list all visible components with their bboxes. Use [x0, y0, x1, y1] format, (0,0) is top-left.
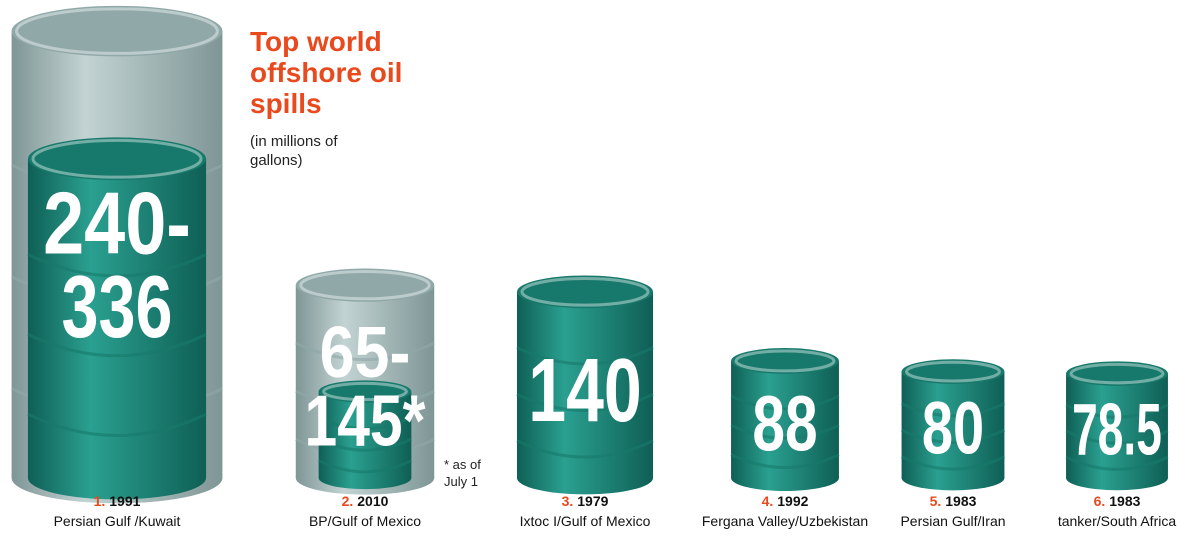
barrel-hoop [317, 459, 413, 474]
barrel-bottom [318, 466, 412, 490]
barrel-top [901, 359, 1005, 384]
barrel-hoop [900, 428, 1006, 444]
category-label: 1. 1991 [94, 493, 141, 509]
barrel-rim [734, 349, 836, 373]
barrel-bottom [901, 465, 1005, 491]
barrel-bottom [27, 456, 207, 500]
barrel-bottom [516, 461, 654, 495]
barrel-top [27, 137, 207, 181]
barrel-hoop [317, 416, 413, 431]
barrel-hoop [1065, 403, 1169, 419]
year: 1979 [577, 493, 608, 509]
barrel-rim [905, 360, 1001, 383]
year: 1992 [777, 493, 808, 509]
value-label: 78.5 [1072, 388, 1162, 470]
rank: 1. [94, 493, 106, 509]
barrel-rim [322, 381, 408, 402]
barrel-hoop [1065, 455, 1169, 471]
category-label: 3. 1979 [562, 493, 609, 509]
barrel-body [516, 291, 654, 478]
barrel-body [318, 391, 412, 478]
barrel-bottom [1066, 465, 1168, 491]
value-label: 88 [752, 381, 817, 467]
barrel-body [731, 360, 839, 478]
barrel-hoop [1065, 429, 1169, 445]
barrel-top [516, 275, 654, 309]
barrel-hoop [730, 423, 840, 440]
barrel-rim [299, 270, 431, 301]
value-label: 80 [922, 387, 984, 470]
barrel [900, 359, 1006, 491]
year: 1983 [1109, 493, 1140, 509]
barrel-hoop [516, 392, 654, 412]
place-label: Fergana Valley/Uzbekistan [702, 513, 868, 529]
barrel [730, 348, 840, 491]
chart-subtitle: (in millions of gallons) [250, 133, 338, 169]
barrel-hoop [730, 453, 840, 469]
place-label: BP/Gulf of Mexico [309, 513, 421, 529]
barrel-body [901, 371, 1005, 478]
barrel-rim [31, 138, 203, 179]
year: 1991 [109, 493, 140, 509]
barrel [27, 137, 207, 500]
barrel-top [11, 5, 223, 57]
barrel-hoop [730, 394, 840, 411]
value-label: 140 [528, 341, 641, 441]
barrel-rim [520, 276, 650, 307]
value-label: 240-336 [43, 173, 191, 356]
barrel-rim [15, 7, 219, 55]
place-label: Persian Gulf/Iran [900, 513, 1005, 529]
barrel-top [295, 268, 435, 302]
category-label: 6. 1983 [1094, 493, 1141, 509]
barrel [317, 380, 413, 490]
place-label: tanker/South Africa [1058, 513, 1177, 529]
category-label: 4. 1992 [762, 493, 809, 509]
barrel-hoop [516, 346, 654, 366]
place-label: Ixtoc I/Gulf of Mexico [520, 513, 651, 529]
barrel-hoop [900, 402, 1006, 418]
barrel-top [1066, 361, 1168, 386]
barrel-hoop [27, 412, 207, 438]
barrel-hoop [27, 253, 207, 278]
barrel-bottom [731, 465, 839, 491]
barrel [1065, 361, 1169, 491]
rank: 2. [342, 493, 354, 509]
year: 1983 [945, 493, 976, 509]
rank: 3. [562, 493, 574, 509]
chart-title: Top world offshore oil spills [250, 26, 403, 119]
rank: 4. [762, 493, 774, 509]
rank: 5. [930, 493, 942, 509]
year: 2010 [357, 493, 388, 509]
barrel-top [318, 380, 412, 403]
barrel-hoop [295, 341, 435, 362]
footnote: * as of July 1 [444, 457, 481, 489]
rank: 6. [1094, 493, 1106, 509]
barrel-hoop [900, 455, 1006, 471]
barrel-top [731, 348, 839, 374]
barrel-hoop [516, 439, 654, 459]
barrel [516, 275, 654, 495]
barrel-rim [1069, 362, 1165, 385]
barrel-body [1066, 373, 1168, 478]
category-label: 2. 2010 [342, 493, 389, 509]
barrel-hoop [317, 437, 413, 452]
place-label: Persian Gulf /Kuwait [54, 513, 181, 529]
barrel-hoop [27, 333, 207, 358]
value-label: 65-145* [305, 313, 426, 461]
category-label: 5. 1983 [930, 493, 977, 509]
